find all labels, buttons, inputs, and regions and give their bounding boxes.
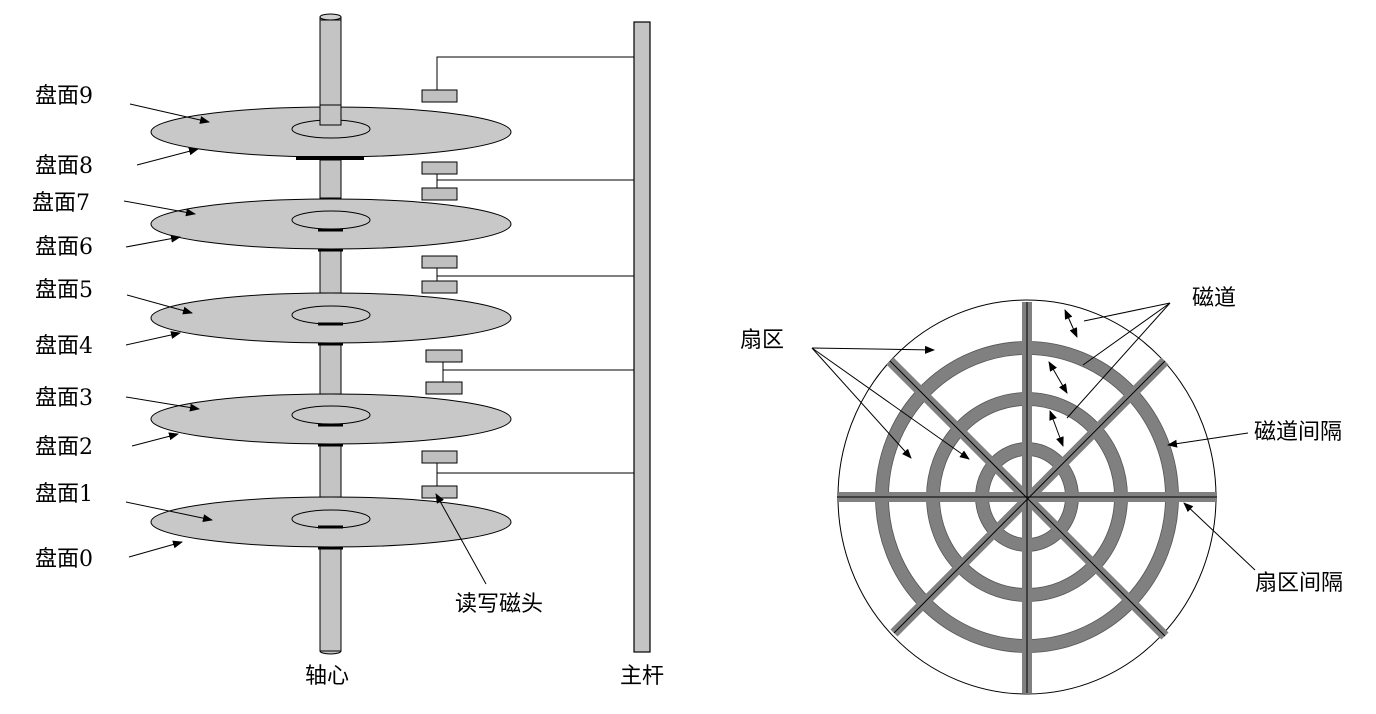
read-write-head-9 (421, 89, 458, 103)
platter-3 (150, 292, 512, 344)
sector-gap-label: 扇区间隔 (1255, 571, 1344, 596)
surface-label-9: 盘面9 (35, 84, 93, 109)
read-write-head-3 (425, 381, 463, 395)
surface-label-8: 盘面8 (35, 154, 93, 179)
read-write-head-7 (421, 187, 458, 201)
surface-label-1: 盘面1 (35, 482, 93, 507)
read-write-head-6 (421, 255, 458, 269)
right-arrows (811, 302, 1256, 571)
read-write-head-1 (421, 485, 458, 499)
surface-label-7: 盘面7 (32, 191, 90, 216)
surface-label-0: 盘面0 (35, 547, 93, 572)
platter-2 (150, 198, 512, 250)
read-write-head-2 (421, 450, 458, 464)
main-arm-label: 主杆 (620, 664, 665, 689)
platter-4 (150, 393, 512, 445)
track-label: 磁道 (1192, 286, 1237, 311)
surface-label-5: 盘面5 (35, 278, 93, 303)
surface-label-4: 盘面4 (35, 334, 93, 359)
read-write-head-8 (421, 161, 458, 175)
read-write-head-5 (421, 280, 458, 294)
surface-arrows (123, 103, 487, 585)
surface-label-2: 盘面2 (35, 435, 93, 460)
spindle-segments (319, 19, 342, 652)
main-arm (633, 21, 651, 653)
platter-bottom (150, 496, 512, 548)
read-write-head-4 (425, 349, 463, 363)
sector-label: 扇区 (740, 328, 785, 353)
platter-top-view (837, 299, 1217, 695)
surface-label-3: 盘面3 (35, 386, 93, 411)
surface-label-6: 盘面6 (35, 235, 93, 260)
spindle-label: 轴心 (305, 664, 350, 689)
head-assembly (421, 56, 634, 499)
spindle-collars (318, 228, 343, 550)
track-gap-label: 磁道间隔 (1254, 420, 1343, 445)
read-write-head-label: 读写磁头 (455, 592, 544, 617)
